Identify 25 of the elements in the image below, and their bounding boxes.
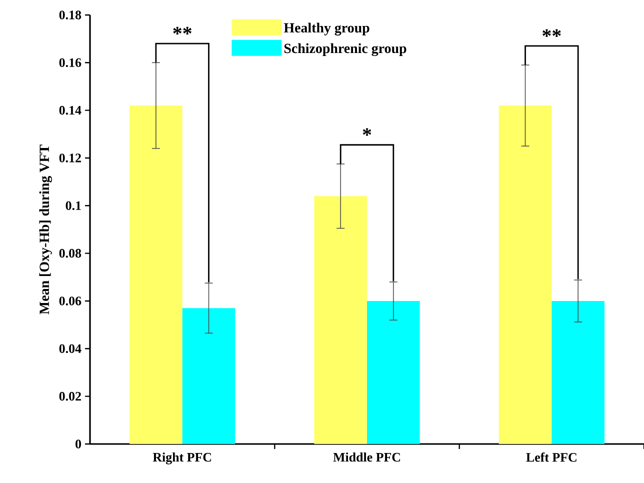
legend-label: Schizophrenic group (284, 43, 406, 56)
bar (552, 300, 604, 444)
legend-label: Healthy group (284, 22, 370, 36)
bar (314, 196, 368, 444)
y-tick-label: 0.04 (59, 344, 82, 354)
annotation: ** (542, 29, 561, 37)
x-tick-label: Middle PFC (333, 452, 400, 462)
y-tick-label: 0.02 (59, 392, 81, 401)
x-tick-label: Left PFC (526, 452, 576, 462)
y-tick-label: 0 (76, 440, 82, 448)
y-tick-label: 0.18 (59, 10, 82, 20)
y-tick-label: 0.12 (59, 154, 81, 162)
y-tick-label: 0.1 (66, 201, 81, 210)
y-tick-label: 0.06 (59, 296, 82, 306)
annotation: ** (173, 26, 192, 34)
x-tick-label: Right PFC (152, 452, 212, 464)
bar (498, 106, 552, 444)
y-axis-title: Mean [Oxy-Hb] during VFT (39, 144, 52, 314)
annotation: * (362, 128, 372, 136)
bar (182, 308, 236, 444)
bar (367, 300, 420, 444)
y-tick-label: 0.16 (59, 58, 82, 68)
bar (130, 106, 182, 444)
y-tick-label: 0.08 (59, 248, 82, 258)
y-tick-label: 0.14 (59, 106, 82, 115)
